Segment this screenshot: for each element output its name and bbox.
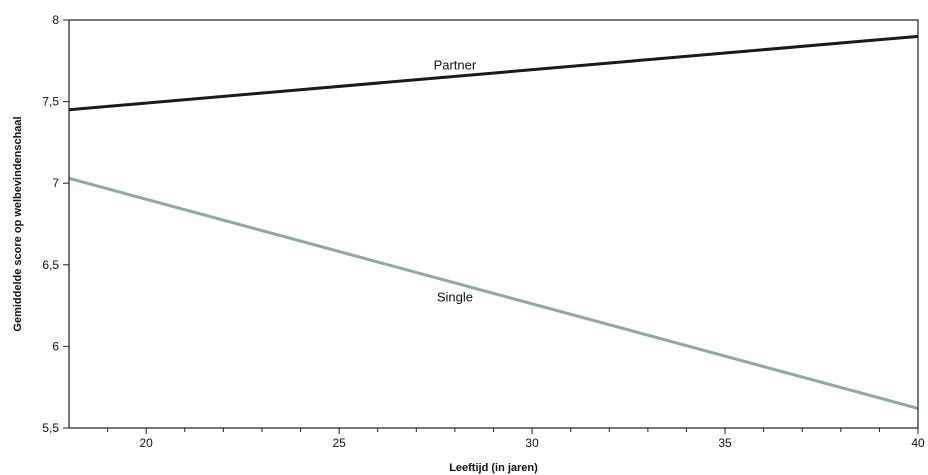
series-lines: Partner Single (68, 34, 919, 410)
series-label-partner: Partner (434, 58, 477, 73)
series-line-single (68, 176, 919, 410)
y-axis-ticks: 5,5 6 6,5 7 7,5 8 (42, 13, 69, 435)
y-tick-label: 6 (52, 339, 59, 353)
y-tick-label: 7,5 (42, 95, 59, 109)
x-axis-title: Leeftijd (in jaren) (449, 462, 538, 474)
x-tick-label: 35 (718, 436, 732, 450)
y-tick-label: 8 (52, 13, 59, 27)
y-tick-label: 7 (52, 176, 59, 190)
x-axis-ticks: 20 25 30 35 40 (107, 428, 925, 450)
series-line-partner (68, 34, 919, 112)
y-tick-label: 6,5 (42, 258, 59, 272)
y-axis-title: Gemiddelde score op welbevindenschaal (12, 116, 24, 331)
series-label-single: Single (437, 289, 473, 304)
x-tick-label: 25 (332, 436, 346, 450)
plot-frame (68, 19, 919, 429)
x-tick-label: 30 (525, 436, 539, 450)
y-tick-label: 5,5 (42, 421, 59, 435)
x-tick-label: 20 (140, 436, 154, 450)
x-tick-label: 40 (911, 436, 925, 450)
